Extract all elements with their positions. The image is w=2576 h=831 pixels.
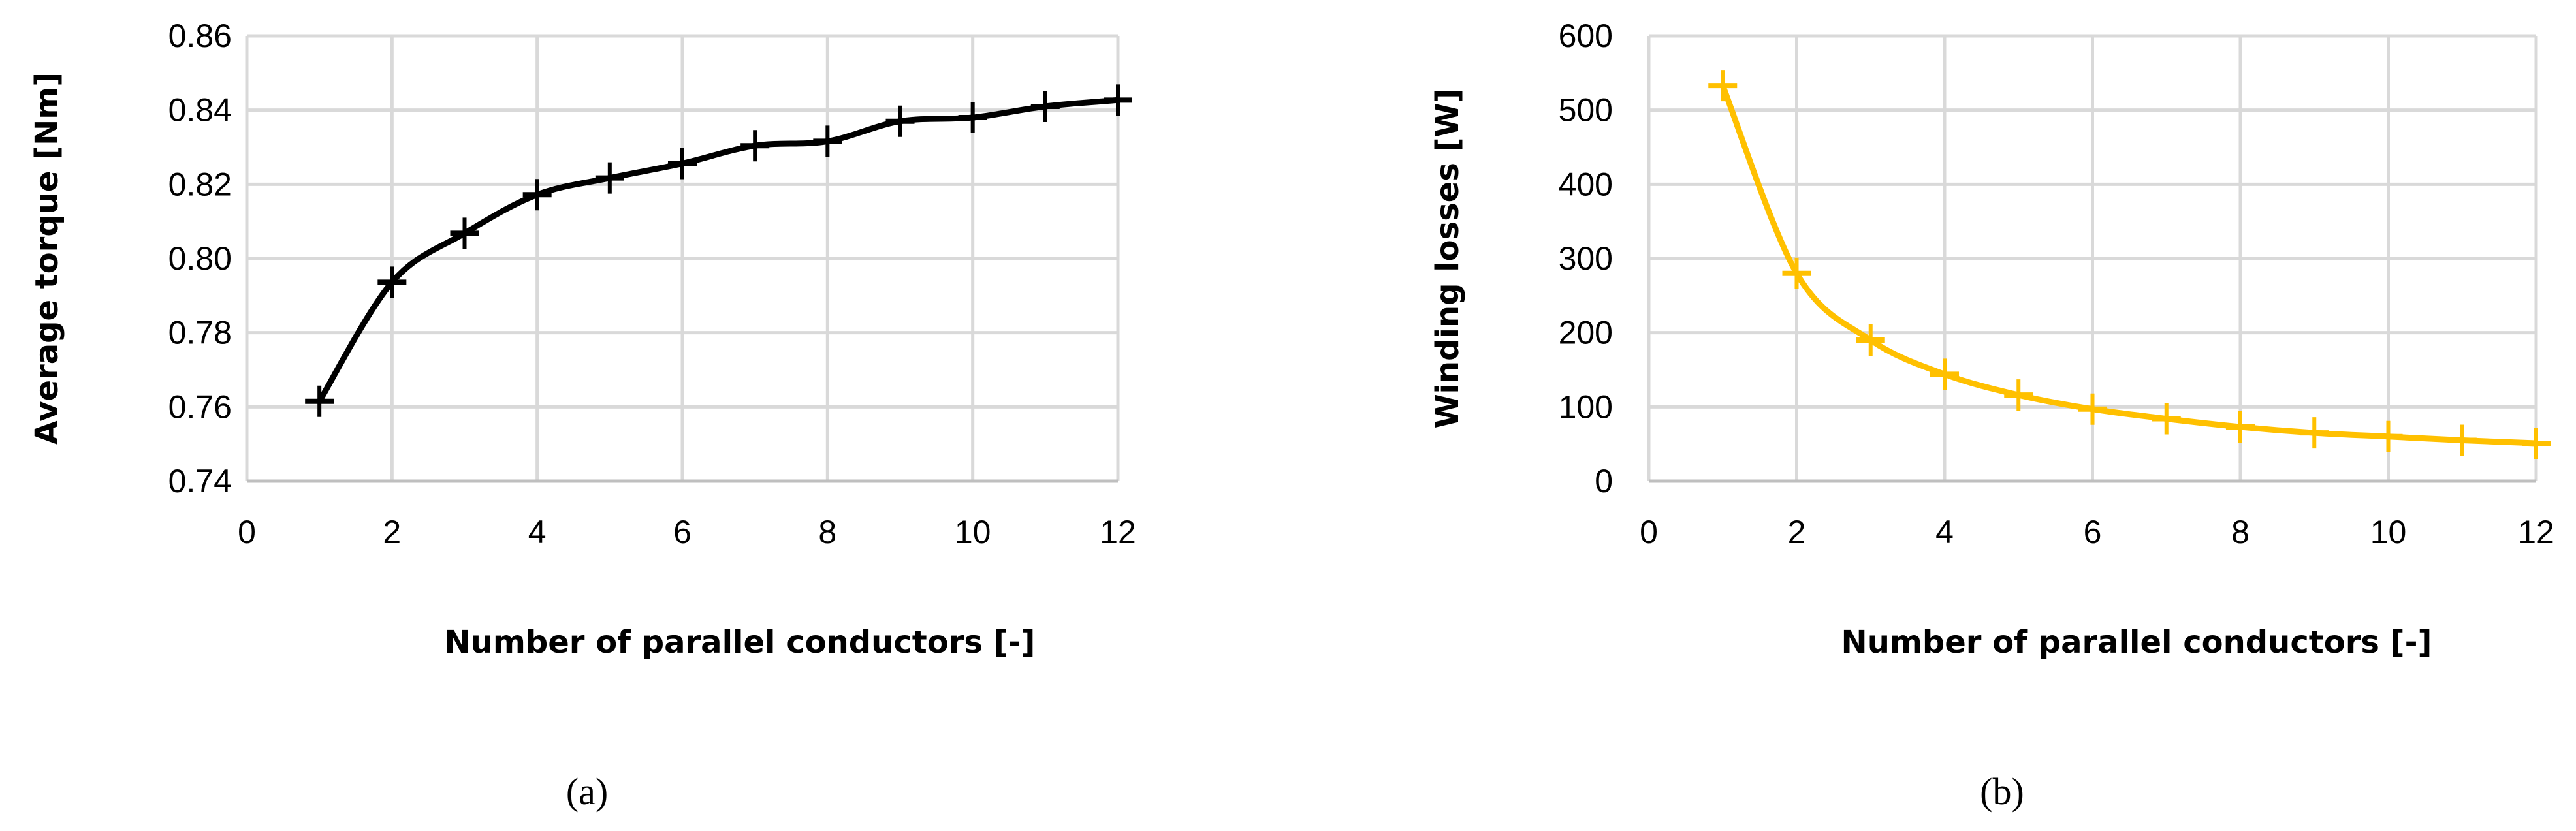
y-tick-label: 0.78 [168, 315, 232, 351]
data-point-marker [668, 148, 697, 180]
data-point-marker [1708, 70, 1738, 102]
x-axis-title: Number of parallel conductors [-] [1841, 624, 2432, 661]
panel-label: (a) [566, 770, 608, 813]
data-point-marker [813, 125, 842, 157]
y-tick-label: 100 [1559, 388, 1613, 425]
data-point-marker [522, 179, 552, 211]
series-line [317, 97, 1119, 403]
data-point-marker [1930, 358, 1959, 390]
y-tick-label: 500 [1559, 92, 1613, 129]
data-point-marker [958, 102, 987, 134]
y-tick-label: 300 [1559, 240, 1613, 277]
data-point-marker [305, 385, 334, 417]
data-point-marker [1856, 324, 1885, 356]
x-tick-label: 6 [673, 514, 692, 550]
x-axis-title: Number of parallel conductors [-] [445, 624, 1036, 661]
y-tick-label: 0.80 [168, 240, 232, 277]
grid [1647, 34, 2538, 483]
data-point-marker [885, 105, 915, 137]
x-tick-label: 0 [1640, 514, 1658, 550]
torque-chart: Average torque [Nm] Number of parallel c… [29, 18, 1136, 813]
y-tick-label: 0 [1595, 463, 1613, 499]
data-point-marker [1030, 90, 1060, 122]
y-tick-label: 600 [1559, 18, 1613, 54]
data-point-marker [2522, 428, 2551, 460]
y-tick-label: 0.84 [168, 92, 232, 129]
x-tick-label: 2 [383, 514, 401, 550]
series-line [1720, 84, 2537, 447]
y-axis-title: Average torque [Nm] [29, 72, 65, 445]
winding-losses-chart: Winding losses [W] Number of parallel co… [1429, 18, 2554, 813]
data-point-marker [2374, 420, 2403, 452]
data-point-marker [595, 162, 624, 194]
y-tick-label: 0.74 [168, 463, 232, 499]
data-point-marker [2226, 411, 2255, 443]
x-tick-label: 4 [1935, 514, 1954, 550]
data-point-marker [2078, 393, 2107, 425]
y-tick-label: 400 [1559, 166, 1613, 202]
y-axis-title: Winding losses [W] [1429, 89, 1466, 429]
data-point-marker [1104, 84, 1132, 116]
x-tick-label: 4 [528, 514, 547, 550]
panel-label: (b) [1980, 770, 2024, 813]
data-point-marker [2004, 379, 2033, 411]
x-tick-label: 0 [238, 514, 256, 550]
x-tick-label: 12 [1100, 514, 1136, 550]
x-tick-label: 8 [818, 514, 836, 550]
data-point-marker [2447, 424, 2477, 456]
x-tick-label: 8 [2231, 514, 2250, 550]
y-tick-label: 0.82 [168, 166, 232, 202]
x-tick-label: 6 [2084, 514, 2102, 550]
x-tick-label: 12 [2518, 514, 2554, 550]
y-tick-label: 0.86 [168, 18, 232, 54]
data-point-marker [2152, 403, 2181, 435]
data-point-marker [2300, 417, 2329, 449]
y-tick-label: 200 [1559, 315, 1613, 351]
x-tick-label: 2 [1788, 514, 1806, 550]
data-point-marker [1782, 257, 1811, 289]
data-point-marker [740, 130, 770, 162]
grid [245, 34, 1120, 483]
data-point-marker [377, 266, 407, 298]
data-point-marker [450, 217, 479, 249]
x-tick-label: 10 [955, 514, 991, 550]
x-tick-label: 10 [2370, 514, 2407, 550]
y-tick-label: 0.76 [168, 388, 232, 425]
